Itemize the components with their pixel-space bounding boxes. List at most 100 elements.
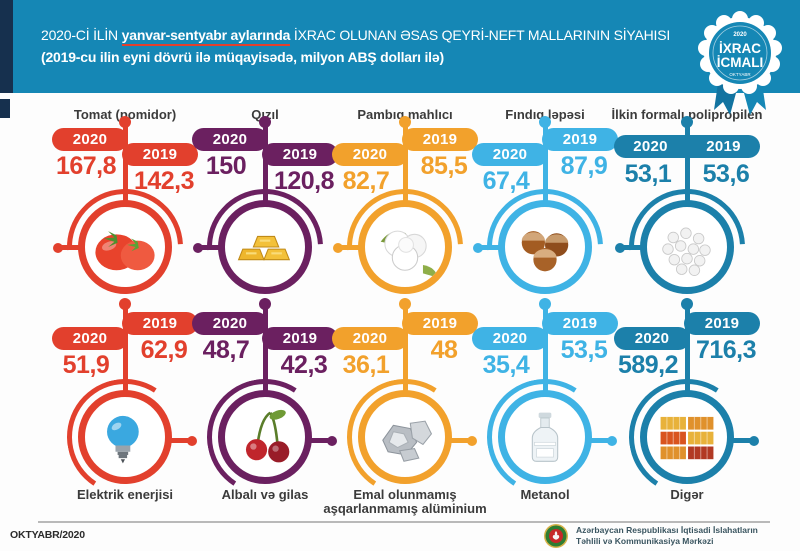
left-accent-strip: [0, 0, 13, 93]
year-badge-2019: 2019: [402, 312, 478, 335]
product-item-tomato: Tomat (pomidor) 2020 2019 167,8 142,3: [43, 90, 207, 329]
value-2020: 167,8: [55, 152, 117, 180]
product-item-cherry: 2020 2019 48,7 42,3 Albalı və gilas: [190, 298, 340, 530]
left-accent-stub: [0, 99, 10, 118]
signpost-dot: [259, 298, 271, 310]
year-badge-2020: 2020: [633, 138, 668, 155]
badge-line1: İXRAC: [719, 41, 761, 56]
year-badge-2020: 2020: [192, 312, 268, 335]
product-title: Tomat (pomidor): [73, 106, 177, 122]
cherry-icon: [245, 409, 290, 463]
value-2020: 51,9: [62, 351, 110, 379]
ring-connector-dot: [193, 242, 203, 253]
year-badge-2020: 2020: [472, 143, 548, 166]
value-2020: 589,2: [617, 351, 679, 379]
year-badge-2019: 2019: [122, 143, 198, 166]
signpost-dot: [119, 116, 131, 128]
cotton-icon: [380, 230, 438, 278]
product-ring: [640, 390, 734, 484]
header-banner: 2020-Cİ İLİN yanvar-sentyabr aylarında İ…: [13, 0, 800, 93]
value-2020: 67,4: [482, 167, 530, 195]
year-badge-2019: 2019: [684, 312, 760, 335]
ring-connector-dot: [749, 435, 759, 446]
title-highlight: yanvar-sentyabr aylarında: [121, 27, 290, 46]
value-2019: 42,3: [280, 351, 328, 379]
ring-connector: [732, 438, 750, 443]
value-2019: 716,3: [695, 336, 757, 364]
year-badge-2020: 2020: [332, 327, 408, 350]
product-ring: [218, 200, 312, 294]
ring-connector: [342, 245, 360, 250]
value-2019: 120,8: [273, 167, 335, 195]
ring-connector: [202, 245, 220, 250]
footer-organization: Azərbaycan Respublikası İqtisadi İslahat…: [543, 523, 758, 549]
org-line-2: Təhlili və Kommunikasiya Mərkəzi: [576, 536, 714, 546]
value-2020: 82,7: [342, 167, 390, 195]
signpost-dot: [259, 116, 271, 128]
footer-date: OKTYABR/2020: [10, 529, 85, 541]
tomato-icon: [95, 231, 155, 271]
hazelnut-icon: [521, 231, 569, 272]
product-item-aluminium: 2020 2019 36,1 48 Emal olunmamış aşqarla…: [323, 298, 487, 530]
footer-organization-text: Azərbaycan Respublikası İqtisadi İslahat…: [576, 525, 758, 548]
product-item-polypropylene: İlkin formalı polipropilen 2020 2019 53,…: [605, 90, 769, 329]
title-suffix: İXRAC OLUNAN ƏSAS QEYRİ-NEFT MALLARININ …: [290, 27, 671, 43]
product-ring: [358, 390, 452, 484]
badge-year: 2020: [733, 32, 747, 38]
product-ring: [358, 200, 452, 294]
signpost-dot: [539, 116, 551, 128]
year-badge-joined: 2020 2019: [614, 135, 760, 158]
product-item-electricity: 2020 2019 51,9 62,9 Elektrik enerjisi: [50, 298, 200, 530]
signpost-pole: [122, 304, 128, 392]
signpost-dot: [399, 298, 411, 310]
signpost-pole: [262, 304, 268, 392]
ring-connector-dot: [467, 435, 477, 446]
ring-connector-dot: [607, 435, 617, 446]
ring-connector: [450, 438, 468, 443]
methanol-icon: [531, 412, 559, 462]
product-ring: [78, 390, 172, 484]
year-badge-2020: 2020: [52, 128, 128, 151]
year-badge-2019: 2019: [542, 128, 618, 151]
value-2020: 48,7: [202, 336, 250, 364]
product-item-other: 2020 2019 589,2 716,3 Digər: [612, 298, 762, 530]
org-line-1: Azərbaycan Respublikası İqtisadi İslahat…: [576, 524, 758, 535]
product-title: Emal olunmamış aşqarlanmamış alüminium: [323, 487, 487, 517]
product-ring: [78, 200, 172, 294]
year-badge-2019: 2019: [122, 312, 198, 335]
year-badge-2019: 2019: [262, 327, 338, 350]
signpost-pole: [542, 304, 548, 392]
product-item-methanol: 2020 2019 35,4 53,5 Metanol: [470, 298, 620, 530]
ring-connector: [170, 438, 188, 443]
signpost-dot: [539, 298, 551, 310]
value-2019: 85,5: [420, 152, 468, 180]
ring-connector-dot: [473, 242, 483, 253]
year-badge-2020: 2020: [332, 143, 408, 166]
ring-connector-dot: [615, 242, 625, 253]
product-title: Fındıq ləpəsi: [505, 106, 585, 122]
page-title: 2020-Cİ İLİN yanvar-sentyabr aylarında İ…: [41, 27, 800, 46]
signpost-pole: [402, 304, 408, 392]
signpost-dot: [119, 298, 131, 310]
product-title: Pambıq mahlıcı: [357, 106, 453, 122]
gold-bars-icon: [237, 235, 291, 261]
year-badge-2019: 2019: [402, 128, 478, 151]
value-2020: 53,1: [624, 160, 672, 188]
year-badge-2020: 2020: [614, 327, 690, 350]
product-title: Albalı və gilas: [221, 487, 309, 502]
badge-line2: İCMALI: [717, 55, 764, 70]
ring-connector: [62, 245, 80, 250]
signpost-pole: [684, 122, 690, 202]
product-item-gold: Qızıl 2020 2019 150 120,8: [183, 90, 347, 329]
product-item-hazelnut: Fındıq ləpəsi 2020 2019 67,4 87,9: [463, 90, 627, 329]
value-2019: 48: [430, 336, 458, 364]
year-badge-2019: 2019: [542, 312, 618, 335]
product-item-cotton: Pambıq mahlıcı 2020 2019 82,7 85,5: [323, 90, 487, 329]
signpost-dot: [399, 116, 411, 128]
year-badge-2020: 2020: [472, 327, 548, 350]
product-title: Qızıl: [251, 106, 279, 122]
year-badge-2019: 2019: [706, 138, 741, 155]
badge-center: [709, 22, 771, 84]
ring-connector: [624, 245, 642, 250]
